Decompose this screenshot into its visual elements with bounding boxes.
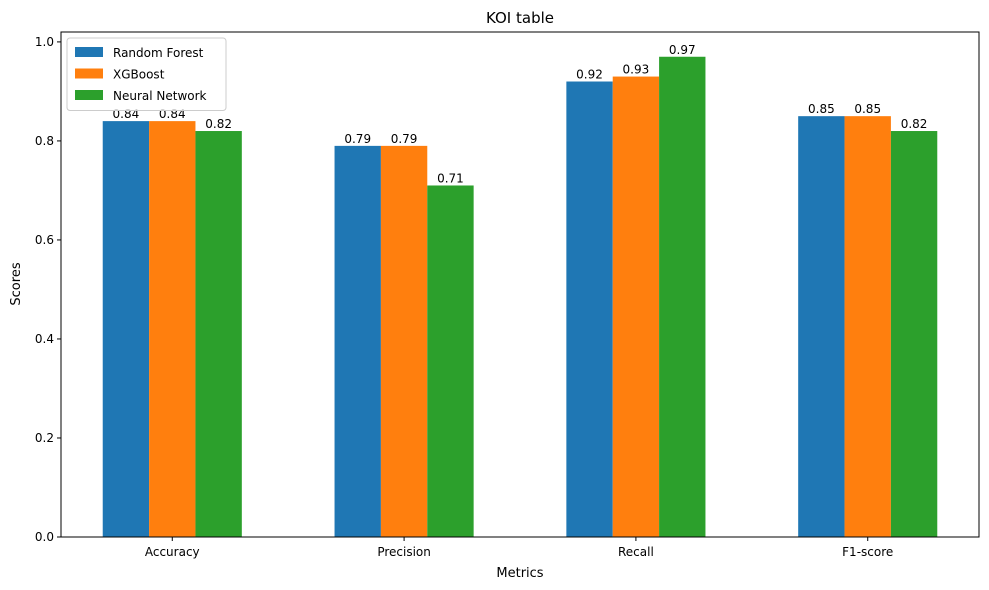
data-label: 0.85 xyxy=(808,102,835,116)
bar-neural-network-precision xyxy=(427,185,474,537)
data-label: 0.82 xyxy=(901,117,928,131)
y-tick-label: 1.0 xyxy=(35,35,54,49)
bar-random-forest-precision xyxy=(334,145,381,537)
chart-title: KOI table xyxy=(486,9,554,27)
legend-label: Random Forest xyxy=(113,46,204,60)
bar-random-forest-f1-score xyxy=(798,116,845,538)
legend-swatch xyxy=(75,47,103,57)
bar-xgboost-precision xyxy=(380,145,428,537)
bar-random-forest-recall xyxy=(566,81,613,538)
x-axis-label: Metrics xyxy=(496,566,543,581)
bar-xgboost-accuracy xyxy=(149,121,196,537)
legend: Random Forest XGBoost Neural Network xyxy=(66,37,227,111)
legend-label: Neural Network xyxy=(113,89,207,103)
data-label: 0.93 xyxy=(623,63,650,77)
y-axis: 0.0 0.2 0.4 0.6 0.8 1.0 xyxy=(35,35,61,544)
bar-neural-network-recall xyxy=(659,56,706,537)
data-label: 0.79 xyxy=(391,132,418,146)
y-tick-label: 0.6 xyxy=(35,233,54,247)
data-label: 0.85 xyxy=(854,102,881,116)
x-tick-label: Precision xyxy=(377,545,431,559)
legend-swatch xyxy=(75,90,103,100)
bar-random-forest-accuracy xyxy=(102,121,150,537)
y-axis-label: Scores xyxy=(9,262,24,305)
axes-frame xyxy=(60,31,980,538)
x-tick-label: Accuracy xyxy=(145,545,200,559)
data-label: 0.71 xyxy=(437,171,464,185)
plot-area: 0.840.790.920.850.840.790.930.850.820.71… xyxy=(102,43,938,538)
legend-label: XGBoost xyxy=(113,68,165,82)
y-tick-label: 0.0 xyxy=(35,530,54,544)
data-label: 0.82 xyxy=(205,117,232,131)
bar-xgboost-recall xyxy=(612,76,660,537)
data-label: 0.97 xyxy=(669,43,696,57)
bar-neural-network-accuracy xyxy=(195,131,242,538)
y-tick-label: 0.2 xyxy=(35,431,54,445)
legend-swatch xyxy=(75,68,103,79)
bar-xgboost-f1-score xyxy=(844,116,891,538)
y-tick-label: 0.8 xyxy=(35,134,54,148)
data-label: 0.92 xyxy=(576,68,603,82)
x-tick-label: Recall xyxy=(618,545,654,559)
bar-neural-network-f1-score xyxy=(890,131,938,538)
y-tick-label: 0.4 xyxy=(35,332,54,346)
legend-box xyxy=(66,37,227,111)
data-label: 0.79 xyxy=(344,132,371,146)
x-axis: Accuracy Precision Recall F1-score xyxy=(145,537,893,559)
x-tick-label: F1-score xyxy=(842,545,893,559)
